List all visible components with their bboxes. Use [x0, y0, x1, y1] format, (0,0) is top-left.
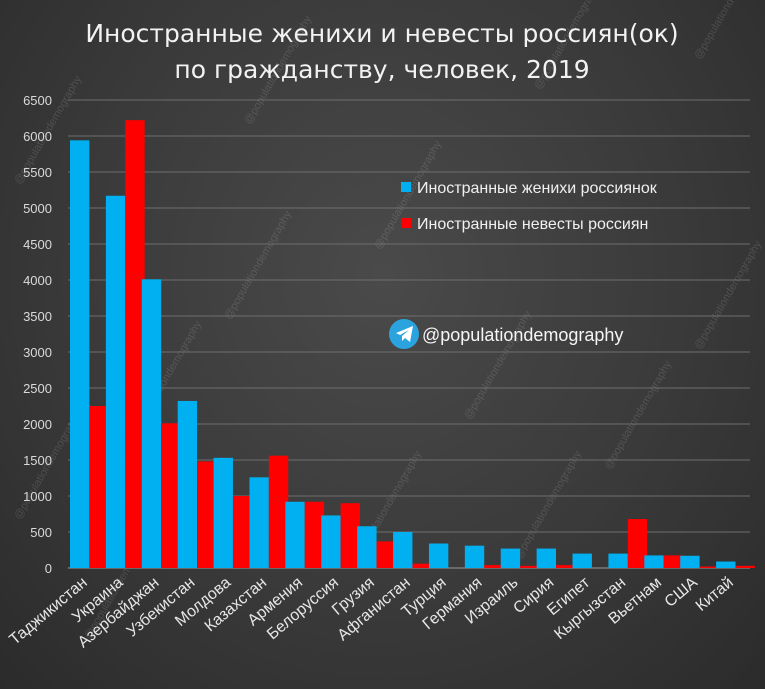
- bar-grooms: [572, 553, 592, 568]
- chart-title-line-2: по гражданству, человек, 2019: [174, 55, 589, 84]
- bar-brides: [376, 541, 396, 568]
- y-tick-label: 3000: [23, 345, 52, 360]
- bar-grooms: [644, 555, 664, 568]
- bar-grooms: [680, 555, 700, 568]
- bar-grooms: [213, 457, 233, 568]
- bar-brides: [699, 566, 719, 568]
- bar-grooms: [357, 526, 377, 568]
- legend-label-brides: Иностранные невесты россиян: [417, 216, 648, 233]
- y-tick-label: 5500: [23, 165, 52, 180]
- x-tick-label: Китай: [693, 574, 737, 615]
- bar-grooms: [70, 140, 90, 568]
- bar-grooms: [177, 400, 198, 568]
- channel-badge: @populationdemography: [389, 319, 623, 349]
- channel-label: @populationdemography: [422, 325, 623, 345]
- bar-grooms: [285, 501, 305, 568]
- watermark-text: @populationdemography: [692, 238, 764, 351]
- telegram-icon: [389, 319, 419, 349]
- watermark-text: @populationdemography: [602, 358, 674, 471]
- bars: [70, 120, 755, 568]
- y-tick-label: 2000: [23, 417, 52, 432]
- bar-brides: [556, 565, 576, 568]
- bar-brides: [484, 565, 504, 568]
- bar-brides: [197, 461, 217, 568]
- bar-grooms: [105, 195, 126, 568]
- bar-brides: [161, 423, 181, 568]
- bar-brides: [125, 120, 145, 568]
- y-tick-label: 6000: [23, 129, 52, 144]
- y-tick-label: 3500: [23, 309, 52, 324]
- bar-grooms: [500, 548, 521, 568]
- watermark-text: @populationdemography: [222, 208, 294, 321]
- bar-grooms: [536, 548, 557, 568]
- legend-swatch-grooms: [401, 182, 411, 192]
- y-tick-label: 5000: [23, 201, 52, 216]
- legend-swatch-brides: [401, 218, 411, 228]
- y-tick-label: 4000: [23, 273, 52, 288]
- bar-grooms: [428, 543, 449, 568]
- y-tick-label: 2500: [23, 381, 52, 396]
- y-tick-label: 6500: [23, 93, 52, 108]
- bar-brides: [304, 501, 325, 568]
- bar-grooms: [608, 553, 628, 568]
- y-tick-label: 500: [30, 525, 52, 540]
- bar-grooms: [249, 477, 269, 568]
- bar-brides: [663, 555, 684, 568]
- bar-grooms: [141, 279, 162, 568]
- legend: Иностранные женихи россиянок Иностранные…: [401, 180, 658, 233]
- bar-grooms: [393, 532, 413, 568]
- bar-grooms: [321, 515, 341, 568]
- bar-brides: [340, 503, 361, 568]
- y-tick-label: 4500: [23, 237, 52, 252]
- watermark-text: @populationdemography: [512, 448, 584, 561]
- chart-title-line-1: Иностранные женихи и невесты россиян(ок): [85, 19, 678, 48]
- bar-brides: [735, 565, 755, 568]
- bar-brides: [89, 406, 109, 568]
- bar-brides: [412, 563, 432, 568]
- x-axis: ТаджикистанУкраинаАзербайджанУзбекистанМ…: [6, 574, 736, 652]
- bar-grooms: [716, 561, 736, 568]
- bar-brides: [520, 565, 540, 568]
- bar-brides: [268, 455, 289, 568]
- bar-brides: [232, 496, 253, 568]
- y-tick-label: 0: [45, 561, 52, 576]
- watermark-text: @populationdemography: [692, 0, 764, 62]
- y-tick-label: 1000: [23, 489, 52, 504]
- legend-label-grooms: Иностранные женихи россиянок: [417, 180, 658, 197]
- bar-brides: [627, 519, 648, 568]
- bar-grooms: [464, 545, 485, 568]
- y-tick-label: 1500: [23, 453, 52, 468]
